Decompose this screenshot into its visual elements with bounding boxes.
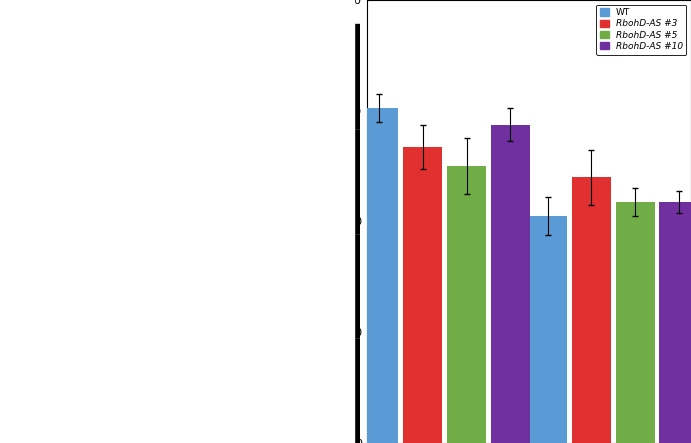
Ellipse shape (144, 242, 187, 284)
Bar (528, 216, 567, 443)
Ellipse shape (296, 349, 334, 387)
Ellipse shape (144, 396, 187, 437)
Ellipse shape (60, 347, 102, 388)
Ellipse shape (218, 34, 239, 74)
Text: WT: WT (14, 70, 37, 83)
Ellipse shape (253, 398, 291, 436)
Ellipse shape (104, 396, 145, 437)
Ellipse shape (296, 189, 334, 226)
Text: #5: #5 (17, 280, 34, 292)
Ellipse shape (144, 33, 187, 74)
Ellipse shape (60, 242, 102, 284)
Ellipse shape (253, 189, 291, 226)
Ellipse shape (209, 244, 248, 282)
Ellipse shape (209, 189, 248, 226)
Ellipse shape (144, 82, 187, 124)
Ellipse shape (104, 242, 145, 284)
Bar (491, 124, 530, 443)
Ellipse shape (209, 398, 248, 436)
Ellipse shape (60, 291, 102, 333)
Ellipse shape (209, 349, 248, 387)
Ellipse shape (253, 293, 291, 331)
Text: (A): (A) (3, 7, 32, 25)
Ellipse shape (104, 82, 145, 124)
Text: #3: #3 (17, 175, 34, 188)
Text: 200mM NaCl: 200mM NaCl (226, 7, 314, 19)
Ellipse shape (253, 244, 291, 282)
Ellipse shape (297, 45, 333, 62)
Legend: WT, RbohD-AS #3, RbohD-AS #5, RbohD-AS #10: WT, RbohD-AS #3, RbohD-AS #5, RbohD-AS #… (596, 4, 686, 54)
Bar (659, 202, 691, 443)
Ellipse shape (296, 244, 334, 282)
Ellipse shape (60, 187, 102, 228)
Bar (403, 147, 442, 443)
Ellipse shape (144, 187, 187, 228)
Ellipse shape (104, 291, 145, 333)
Bar (47, 24, 360, 443)
Ellipse shape (60, 82, 102, 124)
Bar (447, 166, 486, 443)
Ellipse shape (60, 396, 102, 437)
Ellipse shape (144, 291, 187, 333)
Ellipse shape (104, 347, 145, 388)
Ellipse shape (300, 97, 330, 109)
Ellipse shape (258, 93, 285, 113)
Ellipse shape (104, 138, 145, 179)
Ellipse shape (104, 33, 145, 74)
Ellipse shape (296, 293, 334, 331)
Ellipse shape (218, 88, 239, 118)
Ellipse shape (144, 347, 187, 388)
Text: #10: #10 (12, 384, 38, 397)
Ellipse shape (104, 187, 145, 228)
Y-axis label: Chlorophyll contents (ug / ml): Chlorophyll contents (ug / ml) (327, 144, 337, 299)
Bar (359, 108, 399, 443)
Bar (571, 177, 611, 443)
Ellipse shape (60, 138, 102, 179)
Ellipse shape (209, 140, 248, 177)
Bar (616, 202, 655, 443)
Ellipse shape (209, 293, 248, 331)
Ellipse shape (253, 140, 291, 177)
Ellipse shape (144, 138, 187, 179)
Ellipse shape (256, 39, 287, 68)
Ellipse shape (296, 140, 334, 177)
Ellipse shape (296, 398, 334, 436)
Ellipse shape (253, 349, 291, 387)
Ellipse shape (60, 33, 102, 74)
Text: Control: Control (93, 7, 144, 19)
